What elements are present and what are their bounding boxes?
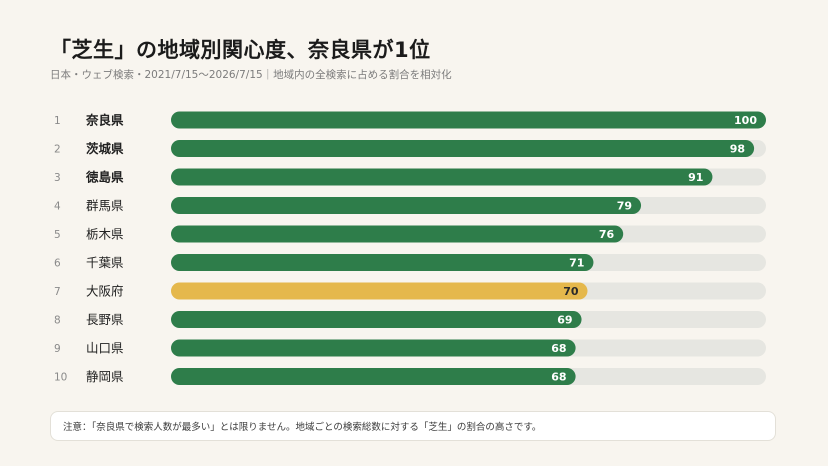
value-label: 68: [551, 371, 566, 384]
bar: [171, 197, 642, 214]
rank-label: 8: [54, 315, 61, 327]
bar: [171, 339, 576, 357]
rank-label: 4: [54, 201, 61, 213]
value-label: 69: [557, 314, 572, 327]
bar: [171, 140, 755, 157]
category-label: 群馬県: [86, 198, 124, 213]
chart-title: 「芝生」の地域別関心度、奈良県が1位: [50, 38, 431, 62]
bar: [171, 282, 588, 300]
bar: [171, 254, 594, 271]
bar: [171, 111, 766, 129]
rank-label: 3: [54, 172, 61, 184]
value-label: 79: [617, 200, 632, 213]
category-label: 山口県: [86, 341, 124, 356]
bar: [171, 311, 582, 328]
rank-label: 9: [54, 343, 61, 355]
category-label: 長野県: [86, 312, 124, 327]
bar: [171, 168, 713, 186]
category-label: 茨城県: [86, 141, 124, 156]
bar: [171, 368, 576, 385]
rank-label: 7: [54, 286, 61, 298]
category-label: 千葉県: [86, 255, 124, 270]
rank-label: 2: [54, 144, 61, 156]
category-label: 栃木県: [86, 227, 124, 242]
category-label: 静岡県: [86, 369, 124, 384]
rank-label: 1: [54, 115, 61, 127]
chart-subtitle: 日本・ウェブ検索・2021/7/15〜2026/7/15｜地域内の全検索に占める…: [50, 69, 452, 81]
value-label: 98: [730, 143, 745, 156]
category-label: 奈良県: [85, 113, 124, 128]
value-label: 71: [569, 257, 584, 270]
value-label: 91: [688, 171, 703, 184]
value-label: 76: [599, 228, 615, 241]
value-label: 100: [734, 114, 757, 127]
rank-label: 10: [54, 372, 67, 384]
category-label: 大阪府: [86, 284, 124, 299]
note-box: 注意：「奈良県で検索人数が最多い」とは限りません。地域ごとの検索総数に対する「芝…: [50, 411, 776, 441]
bar: [171, 225, 624, 243]
value-label: 70: [563, 285, 579, 298]
rank-label: 6: [54, 258, 61, 270]
note-text: 注意：「奈良県で検索人数が最多い」とは限りません。地域ごとの検索総数に対する「芝…: [63, 422, 542, 433]
value-label: 68: [551, 342, 566, 355]
rank-label: 5: [54, 229, 61, 241]
category-label: 徳島県: [85, 170, 124, 185]
